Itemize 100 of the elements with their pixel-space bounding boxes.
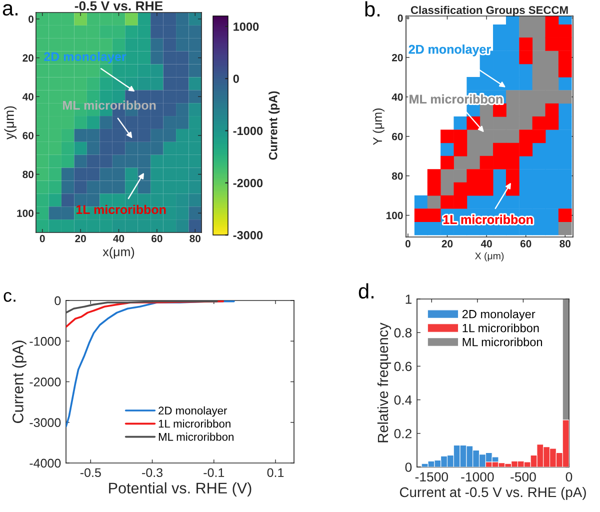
point: [558, 208, 572, 222]
point: [454, 142, 468, 156]
point: [440, 169, 454, 183]
point: [480, 130, 494, 144]
x-tick-label: -0.3: [142, 468, 162, 478]
point: [519, 116, 533, 130]
point: [506, 142, 520, 156]
point: [558, 38, 572, 51]
x-axis-title: X (μm): [475, 252, 504, 262]
point: [427, 208, 441, 222]
point: [480, 156, 494, 170]
point: [558, 222, 572, 236]
point: [545, 24, 559, 38]
point: [519, 38, 533, 51]
point: [506, 116, 520, 130]
x-axis-title: Potential vs. RHE (V): [109, 482, 252, 497]
point: [480, 182, 494, 196]
chart-title: -0.5 V vs. RHE: [74, 1, 163, 11]
point: [466, 156, 480, 170]
annotation: 1L microribbon: [76, 204, 166, 214]
annotation: 2D monolayer: [44, 52, 126, 64]
point: [506, 169, 520, 183]
point: [427, 182, 441, 196]
y-tick-label: 100: [17, 210, 34, 217]
point: [506, 103, 520, 117]
x-tick-label: 20: [75, 234, 86, 242]
color-bar-label: 1000: [234, 22, 259, 31]
y-tick-label: 20: [22, 54, 34, 62]
point: [532, 116, 546, 130]
point: [480, 169, 494, 183]
point: [466, 182, 480, 196]
y-tick-label: 80: [22, 170, 34, 178]
point: [454, 130, 468, 144]
x-tick-label: 60: [152, 234, 162, 242]
point: [440, 195, 454, 209]
point: [545, 38, 559, 51]
y-tick-label: 0: [28, 15, 34, 23]
y-tick-label: 0.6: [394, 362, 412, 372]
x-tick-label: 0: [566, 472, 572, 482]
point: [545, 103, 559, 117]
point: [440, 156, 454, 170]
text: d.: [358, 283, 374, 299]
color-bar-label: -2000: [233, 178, 263, 188]
y-axis-title: Current (pA): [12, 340, 26, 423]
point: [545, 90, 559, 104]
point: [519, 103, 533, 117]
y-tick-label: 0.8: [394, 328, 412, 338]
y-tick-label: 20: [392, 54, 403, 62]
point: [532, 24, 546, 38]
y-tick-label: 40: [22, 93, 34, 100]
point: [440, 182, 454, 196]
series-label: 1L microribbon: [443, 214, 533, 224]
x-tick-label: -500: [510, 472, 536, 482]
y-tick-label: -4000: [30, 458, 61, 468]
legend-label: ML microribbon: [462, 338, 542, 346]
point: [454, 169, 468, 183]
point: [558, 64, 572, 78]
color-bar-label: -1000: [233, 126, 263, 136]
point: [493, 116, 506, 130]
x-tick-label: 60: [520, 240, 532, 248]
series-label: ML microribbon: [410, 94, 502, 104]
y-tick-label: 80: [392, 172, 403, 180]
x-tick-label: 40: [480, 240, 492, 248]
x-tick-label: 80: [560, 240, 571, 248]
y-tick-label: 40: [392, 93, 403, 101]
point: [532, 64, 546, 78]
point: [480, 142, 494, 156]
point: [532, 90, 546, 104]
y-axis-title: Relative frequency: [377, 322, 392, 442]
y-tick-label: 60: [392, 132, 403, 140]
point: [532, 103, 546, 117]
color-bar-title: Current (pA): [268, 91, 280, 160]
line-series: [66, 300, 224, 328]
y-axis-title: y(μm): [4, 106, 17, 140]
y-tick-label: 0.2: [394, 428, 412, 438]
point: [532, 38, 546, 51]
y-tick-label: -2000: [30, 378, 61, 386]
point: [427, 195, 441, 209]
point: [545, 50, 559, 64]
legend-label: 1L microribbon: [158, 420, 230, 428]
point: [493, 156, 506, 170]
x-tick-label: -1000: [461, 472, 494, 482]
point: [466, 130, 480, 144]
y-tick-label: 0: [54, 296, 61, 306]
point: [493, 130, 506, 144]
x-tick-label: 40: [113, 234, 124, 242]
x-tick-label: -1500: [415, 472, 448, 482]
point: [519, 142, 533, 156]
point: [558, 90, 572, 104]
series-label: 2D monolayer: [408, 44, 491, 56]
legend-label: 2D monolayer: [158, 406, 228, 417]
point: [532, 130, 546, 144]
text: c.: [4, 292, 16, 302]
x-tick-label: -0.1: [204, 468, 224, 478]
x-tick-label: 0.1: [267, 468, 284, 478]
legend-label: 1L microribbon: [462, 324, 539, 332]
point: [558, 24, 572, 38]
point: [519, 50, 533, 64]
color-bar-label: -3000: [233, 231, 263, 240]
y-tick-label: -3000: [30, 418, 61, 428]
